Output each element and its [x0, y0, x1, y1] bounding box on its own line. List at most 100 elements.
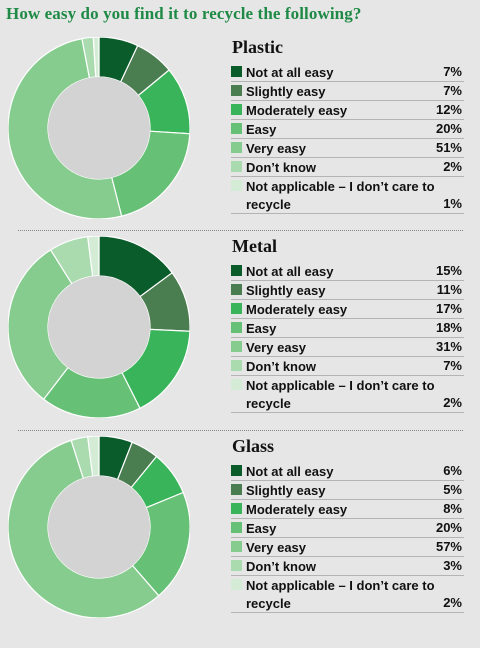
- legend-item-don-t-know: Don’t know 7%: [231, 357, 464, 376]
- legend-value: 18%: [435, 320, 462, 335]
- chart-legend: Not at all easy 7% Slightly easy 7% Moderate…: [231, 63, 464, 214]
- legend-value: 3%: [443, 558, 462, 573]
- legend-swatch: [231, 123, 242, 134]
- legend-item-slightly-easy: Slightly easy 11%: [231, 281, 464, 300]
- legend-value: 7%: [443, 64, 462, 79]
- legend-value: 20%: [435, 520, 462, 535]
- legend-swatch: [231, 284, 242, 295]
- legend-label: Easy: [246, 321, 277, 336]
- legend-label: Don’t know: [246, 359, 317, 374]
- legend-value: 11%: [436, 282, 462, 297]
- legend-item-don-t-know: Don’t know 2%: [231, 158, 464, 177]
- chart-legend: Not at all easy 15% Slightly easy 11% Modera…: [231, 262, 464, 413]
- donut-chart-glass: [8, 436, 190, 618]
- legend-label: Not at all easy: [246, 264, 334, 279]
- chart-legend: Not at all easy 6% Slightly easy 5% Moderate…: [231, 462, 464, 613]
- legend-label: Slightly easy: [246, 483, 326, 498]
- section-divider: [18, 430, 463, 431]
- legend-value: 8%: [443, 501, 462, 516]
- legend-swatch: [231, 341, 242, 352]
- legend-swatch: [231, 104, 242, 115]
- legend-item-moderately-easy: Moderately easy 8%: [231, 500, 464, 519]
- chart-title: Plastic: [232, 37, 283, 57]
- legend-label: Moderately easy: [246, 502, 348, 517]
- legend-swatch: [231, 465, 242, 476]
- donut-chart-metal: [8, 236, 190, 418]
- legend-label: Very easy: [246, 141, 307, 156]
- legend-swatch: [231, 379, 242, 390]
- legend-swatch: [231, 560, 242, 571]
- legend-label: Not applicable – I don’t care to recycle: [246, 179, 435, 212]
- legend-value: 7%: [443, 83, 462, 98]
- legend-value: 15%: [435, 263, 462, 278]
- legend-item-not-at-all-easy: Not at all easy 15%: [231, 262, 464, 281]
- chart-title: Metal: [232, 236, 277, 256]
- legend-value: 5%: [443, 482, 462, 497]
- legend-item-easy: Easy 18%: [231, 319, 464, 338]
- legend-value: 17%: [435, 301, 462, 316]
- legend-value: 1%: [443, 196, 462, 211]
- legend-label: Very easy: [246, 540, 307, 555]
- legend-value: 2%: [443, 159, 462, 174]
- legend-swatch: [231, 265, 242, 276]
- legend-value: 2%: [443, 595, 462, 610]
- legend-label: Not at all easy: [246, 65, 334, 80]
- legend-swatch: [231, 142, 242, 153]
- legend-swatch: [231, 66, 242, 77]
- legend-swatch: [231, 303, 242, 314]
- legend-swatch: [231, 180, 242, 191]
- legend-value: 12%: [435, 102, 462, 117]
- legend-item-very-easy: Very easy 31%: [231, 338, 464, 357]
- section-divider: [18, 230, 463, 231]
- legend-value: 57%: [435, 539, 462, 554]
- legend-swatch: [231, 85, 242, 96]
- donut-slice-very-easy: [8, 439, 160, 618]
- chart-panel-metal: Metal Not at all easy 15% Slightly easy 11%…: [0, 236, 480, 436]
- legend-swatch: [231, 522, 242, 533]
- legend-swatch: [231, 360, 242, 371]
- legend-item-easy: Easy 20%: [231, 519, 464, 538]
- legend-swatch: [231, 161, 242, 172]
- legend-value: 7%: [443, 358, 462, 373]
- donut-chart-plastic: [8, 37, 190, 219]
- legend-label: Very easy: [246, 340, 307, 355]
- legend-item-easy: Easy 20%: [231, 120, 464, 139]
- legend-label: Moderately easy: [246, 103, 348, 118]
- legend-value: 20%: [435, 121, 462, 136]
- legend-label: Not applicable – I don’t care to recycle: [246, 578, 435, 611]
- legend-label: Don’t know: [246, 559, 317, 574]
- legend-swatch: [231, 503, 242, 514]
- legend-item-moderately-easy: Moderately easy 12%: [231, 101, 464, 120]
- legend-label: Slightly easy: [246, 283, 326, 298]
- legend-label: Not at all easy: [246, 464, 334, 479]
- chart-panel-glass: Glass Not at all easy 6% Slightly easy 5% Mo…: [0, 436, 480, 636]
- legend-swatch: [231, 579, 242, 590]
- legend-item-not-at-all-easy: Not at all easy 6%: [231, 462, 464, 481]
- page-title: How easy do you find it to recycle the f…: [6, 4, 362, 23]
- legend-swatch: [231, 541, 242, 552]
- legend-item-not-applicable-i-don-t-c: Not applicable – I don’t care to recycle…: [231, 177, 464, 214]
- legend-item-don-t-know: Don’t know 3%: [231, 557, 464, 576]
- donut-hole: [48, 476, 150, 578]
- legend-label: Easy: [246, 122, 277, 137]
- donut-hole: [48, 276, 150, 378]
- chart-title: Glass: [232, 436, 275, 456]
- legend-item-very-easy: Very easy 51%: [231, 139, 464, 158]
- legend-item-slightly-easy: Slightly easy 5%: [231, 481, 464, 500]
- legend-label: Not applicable – I don’t care to recycle: [246, 378, 435, 411]
- legend-swatch: [231, 322, 242, 333]
- legend-label: Easy: [246, 521, 277, 536]
- chart-panel-plastic: Plastic Not at all easy 7% Slightly easy 7%…: [0, 37, 480, 237]
- donut-hole: [48, 77, 150, 179]
- legend-label: Don’t know: [246, 160, 317, 175]
- legend-item-not-applicable-i-don-t-c: Not applicable – I don’t care to recycle…: [231, 576, 464, 613]
- legend-swatch: [231, 484, 242, 495]
- legend-item-slightly-easy: Slightly easy 7%: [231, 82, 464, 101]
- legend-value: 2%: [443, 395, 462, 410]
- legend-value: 51%: [435, 140, 462, 155]
- legend-item-moderately-easy: Moderately easy 17%: [231, 300, 464, 319]
- legend-item-not-applicable-i-don-t-c: Not applicable – I don’t care to recycle…: [231, 376, 464, 413]
- legend-label: Slightly easy: [246, 84, 326, 99]
- legend-item-very-easy: Very easy 57%: [231, 538, 464, 557]
